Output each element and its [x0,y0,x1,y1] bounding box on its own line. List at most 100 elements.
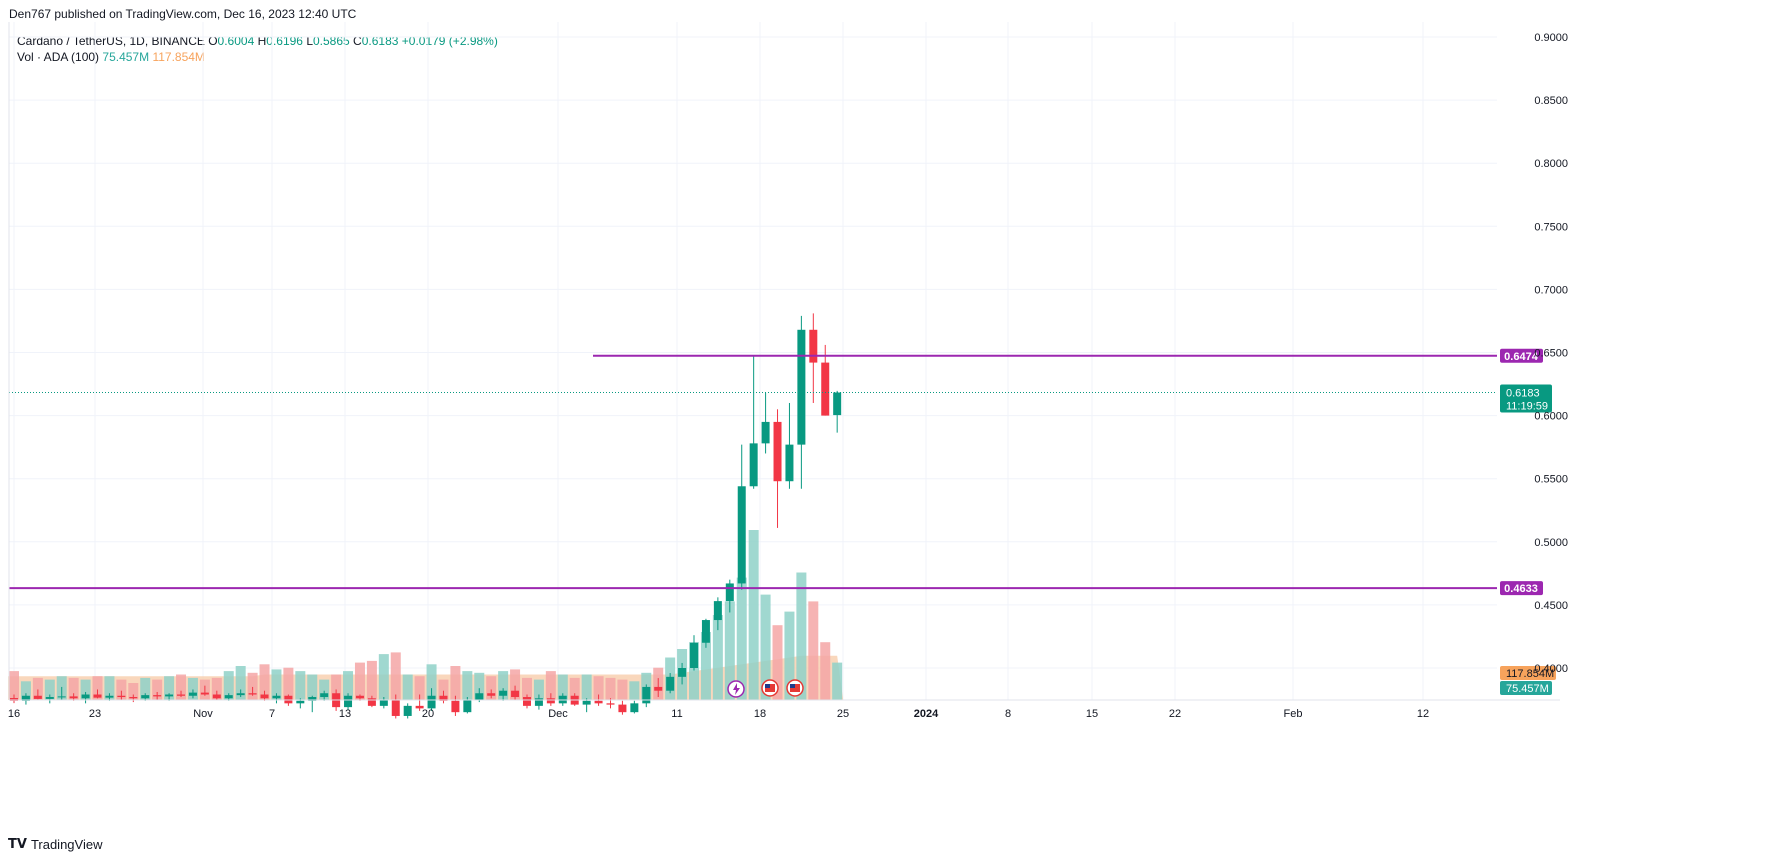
volume-ma-tag-label: 117.854M [1506,668,1554,680]
volume-bar [68,677,79,700]
tradingview-logo: 𝗧𝗩 [8,836,27,851]
candle-body [236,693,245,696]
volume-bar [152,679,163,700]
candle-body [690,642,699,668]
candle-body [475,693,484,700]
candle-body [821,362,830,416]
candle-body [57,696,66,698]
candle-body [141,695,150,699]
volume-bar [486,676,497,700]
candle-body [272,695,281,699]
y-tick-label: 0.5000 [1534,537,1568,549]
candle-body [773,421,782,482]
volume-bar [450,666,461,700]
candle-body [761,421,770,444]
volume-bar [9,671,19,700]
candle-body [737,486,746,584]
brand-name: TradingView [30,836,103,852]
publisher-line: Den767 published on TradingView.com, Dec… [9,7,357,21]
volume-bar [140,677,151,700]
level-price-tag [1500,348,1543,363]
x-tick-label: 23 [89,708,101,720]
volume-bar [331,674,342,700]
volume-bar [510,669,521,700]
last-price-tag [1500,384,1552,413]
candle-body [105,695,114,698]
volume-legend: Vol · ADA (100) 75.457M 117.854M [17,50,205,64]
volume-label: Vol · ADA (100) [17,50,100,64]
volume-bar [557,674,568,700]
volume-bar [247,672,258,700]
volume-bar [545,671,556,700]
x-tick-label: 2024 [914,708,939,720]
volume-bar [820,642,831,700]
volume-bar [235,666,246,700]
candle-body [678,668,687,677]
volume-bar [533,679,544,700]
candle-body [308,697,317,701]
volume-bar [760,594,771,700]
last-price-label: 0.6183 [1506,388,1540,400]
y-tick-label: 0.4500 [1534,600,1568,612]
candle-body [177,694,186,696]
volume-bar [438,679,449,700]
candle-body [630,703,639,713]
x-tick-label: Nov [193,708,213,720]
volume-bar [390,652,401,700]
chart-grid [9,22,1497,700]
candle-body [212,694,221,699]
volume-bar [32,677,43,700]
volume-bar [474,672,485,700]
volume-bar [569,677,580,700]
candle-body [463,699,472,713]
volume-bar [712,615,723,700]
volume-bar [307,674,318,700]
volume-bar [736,577,747,700]
volume-bar [832,662,843,700]
volume-bar [80,679,91,700]
candle-body [391,699,400,716]
volume-bar [44,679,55,700]
x-tick-label: Feb [1284,708,1303,720]
candle-body [415,705,424,709]
candle-body [344,695,353,708]
volume-bar [271,669,282,700]
x-tick-label: 7 [269,708,275,720]
volume-bar [521,677,532,700]
y-tick-label: 0.4000 [1534,663,1568,675]
volume-tag [1500,681,1552,695]
countdown-label: 11:19:59 [1506,401,1548,413]
candle-body [320,693,329,698]
volume-value: 75.457M [102,50,150,64]
volume-bar [295,671,306,700]
candle-body [379,699,388,706]
candle-body [642,686,651,704]
y-tick-label: 0.6000 [1534,411,1568,423]
candle-body [606,703,615,705]
volume-bar [462,671,473,700]
volume-bar [92,676,103,700]
candle-body [582,700,591,705]
y-tick-label: 0.6500 [1534,348,1568,360]
volume-bar [366,660,377,700]
x-tick-label: 25 [837,708,849,720]
candle-body [666,676,675,691]
event-layer [727,679,804,698]
volume-tag-label: 75.457M [1506,683,1549,695]
candle-body [797,329,806,445]
candle-body [45,697,54,699]
candle-body [833,392,842,416]
volume-bar [378,654,389,700]
candle-body [355,695,364,699]
footer-brand: 𝗧𝗩 TradingView [8,836,102,852]
volume-bar [20,681,31,700]
candle-body [129,697,138,699]
volume-bar [116,679,127,700]
candle-body [224,695,233,699]
candle-body [618,704,627,713]
candle-body [546,698,555,704]
x-tick-label: 15 [1086,708,1098,720]
volume-bar [689,642,700,700]
